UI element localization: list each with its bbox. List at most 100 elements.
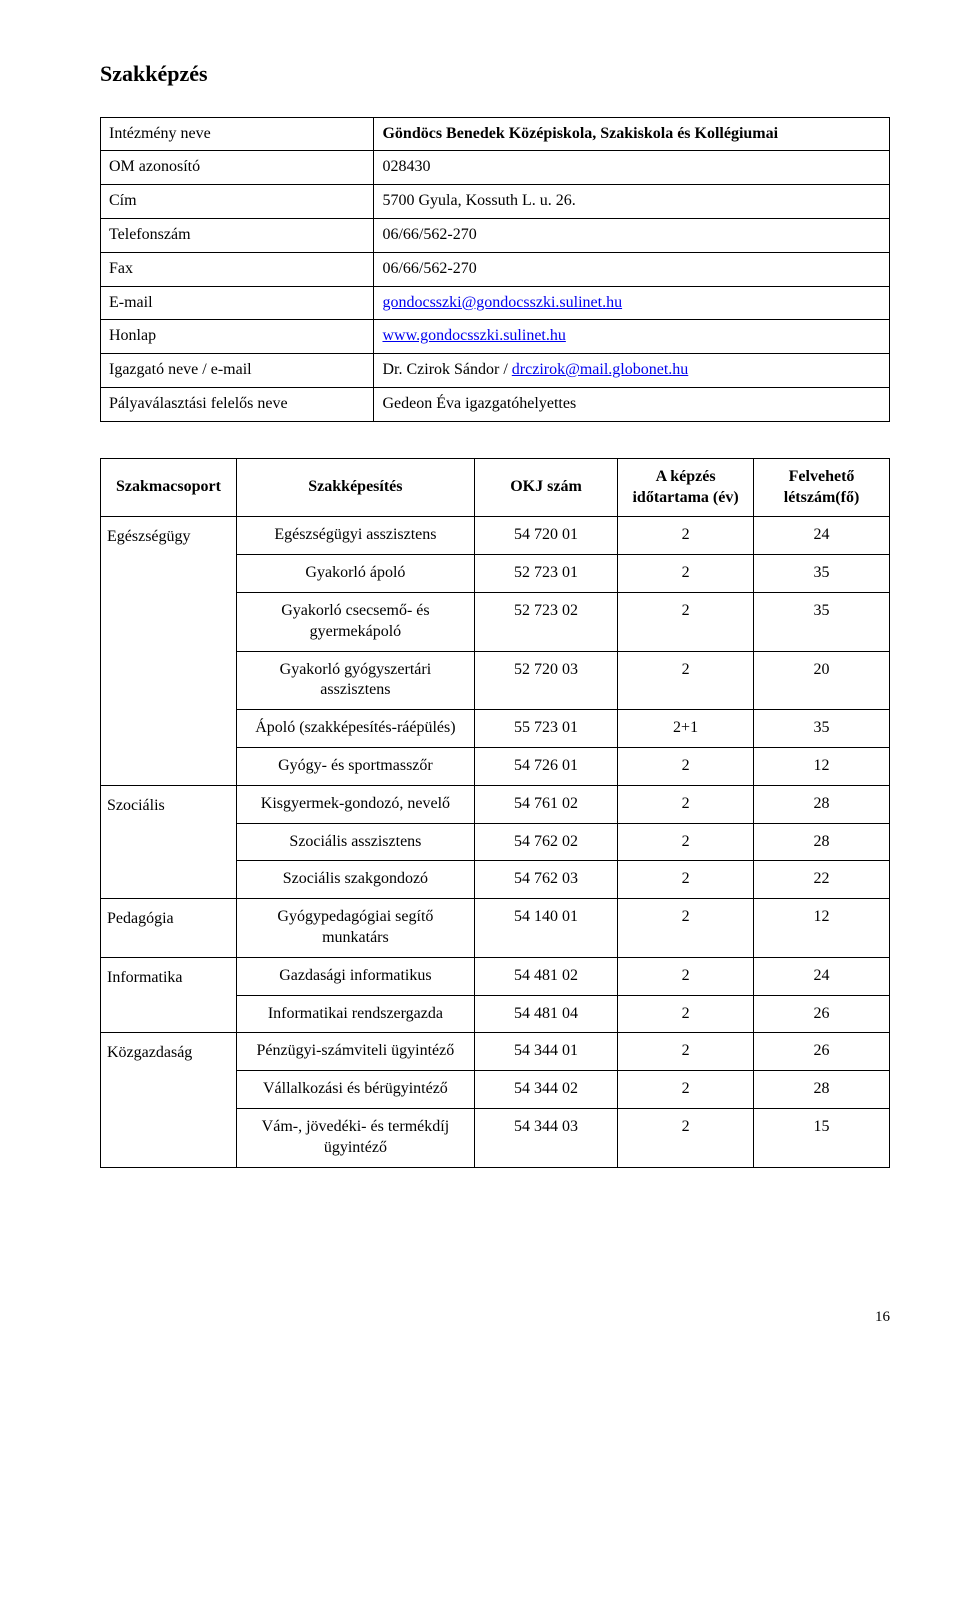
duration-cell: 2 xyxy=(618,1033,754,1071)
info-table: Intézmény neve Göndöcs Benedek Középiskol… xyxy=(100,117,890,422)
info-label: Intézmény neve xyxy=(101,117,374,151)
table-row: InformatikaGazdasági informatikus54 481 … xyxy=(101,957,890,995)
info-value-prefix: Dr. Czirok Sándor / xyxy=(382,361,511,378)
qualification-cell: Pénzügyi-számviteli ügyintéző xyxy=(236,1033,474,1071)
page-number: 16 xyxy=(100,1308,890,1328)
info-value: Gedeon Éva igazgatóhelyettes xyxy=(374,387,890,421)
okj-cell: 54 762 03 xyxy=(474,861,617,899)
okj-cell: 52 723 02 xyxy=(474,592,617,651)
okj-cell: 54 761 02 xyxy=(474,785,617,823)
qualification-cell: Vám-, jövedéki- és termékdíj ügyintéző xyxy=(236,1108,474,1167)
okj-cell: 54 344 01 xyxy=(474,1033,617,1071)
header-capacity: Felvehető létszám(fő) xyxy=(754,458,890,517)
qualification-table: Szakmacsoport Szakképesítés OKJ szám A k… xyxy=(100,458,890,1168)
okj-cell: 54 726 01 xyxy=(474,747,617,785)
qualification-cell: Gyógypedagógiai segítő munkatárs xyxy=(236,899,474,958)
info-value: 06/66/562-270 xyxy=(374,218,890,252)
duration-cell: 2 xyxy=(618,747,754,785)
table-row: KözgazdaságPénzügyi-számviteli ügyintéző… xyxy=(101,1033,890,1071)
duration-cell: 2 xyxy=(618,1108,754,1167)
info-link[interactable]: gondocsszki@gondocsszki.sulinet.hu xyxy=(382,294,622,311)
page-title: Szakképzés xyxy=(100,60,890,89)
okj-cell: 55 723 01 xyxy=(474,710,617,748)
duration-cell: 2 xyxy=(618,592,754,651)
capacity-cell: 12 xyxy=(754,899,890,958)
capacity-cell: 15 xyxy=(754,1108,890,1167)
capacity-cell: 24 xyxy=(754,517,890,555)
qualification-cell: Gyakorló ápoló xyxy=(236,555,474,593)
duration-cell: 2 xyxy=(618,823,754,861)
capacity-cell: 22 xyxy=(754,861,890,899)
capacity-cell: 26 xyxy=(754,995,890,1033)
info-link[interactable]: drczirok@mail.globonet.hu xyxy=(512,361,688,378)
info-row: Pályaválasztási felelős neveGedeon Éva i… xyxy=(101,387,890,421)
info-row: E-mail gondocsszki@gondocsszki.sulinet.hu xyxy=(101,286,890,320)
table-row: PedagógiaGyógypedagógiai segítő munkatár… xyxy=(101,899,890,958)
info-value: Göndöcs Benedek Középiskola, Szakiskola … xyxy=(374,117,890,151)
group-cell: Informatika xyxy=(101,957,237,1033)
capacity-cell: 24 xyxy=(754,957,890,995)
info-value-text: Göndöcs Benedek Középiskola, Szakiskola … xyxy=(382,125,778,142)
okj-cell: 52 723 01 xyxy=(474,555,617,593)
duration-cell: 2 xyxy=(618,995,754,1033)
info-label: Honlap xyxy=(101,320,374,354)
info-row: Intézmény neve Göndöcs Benedek Középiskol… xyxy=(101,117,890,151)
duration-cell: 2 xyxy=(618,899,754,958)
qualification-cell: Kisgyermek-gondozó, nevelő xyxy=(236,785,474,823)
duration-cell: 2 xyxy=(618,651,754,710)
info-value: gondocsszki@gondocsszki.sulinet.hu xyxy=(374,286,890,320)
duration-cell: 2 xyxy=(618,957,754,995)
info-label: E-mail xyxy=(101,286,374,320)
info-label: Igazgató neve / e-mail xyxy=(101,354,374,388)
qualification-cell: Egészségügyi asszisztens xyxy=(236,517,474,555)
duration-cell: 2 xyxy=(618,555,754,593)
header-group: Szakmacsoport xyxy=(101,458,237,517)
qualification-cell: Szociális szakgondozó xyxy=(236,861,474,899)
info-value: 5700 Gyula, Kossuth L. u. 26. xyxy=(374,185,890,219)
group-cell: Pedagógia xyxy=(101,899,237,958)
info-value: 06/66/562-270 xyxy=(374,252,890,286)
qualification-cell: Vállalkozási és bérügyintéző xyxy=(236,1071,474,1109)
table-row: SzociálisKisgyermek-gondozó, nevelő54 76… xyxy=(101,785,890,823)
okj-cell: 54 140 01 xyxy=(474,899,617,958)
qualification-cell: Gazdasági informatikus xyxy=(236,957,474,995)
table-row: EgészségügyEgészségügyi asszisztens54 72… xyxy=(101,517,890,555)
info-label: Cím xyxy=(101,185,374,219)
info-label: Pályaválasztási felelős neve xyxy=(101,387,374,421)
qualification-cell: Szociális asszisztens xyxy=(236,823,474,861)
okj-cell: 54 344 03 xyxy=(474,1108,617,1167)
info-label: Telefonszám xyxy=(101,218,374,252)
info-value: Dr. Czirok Sándor / drczirok@mail.globon… xyxy=(374,354,890,388)
group-cell: Egészségügy xyxy=(101,517,237,785)
duration-cell: 2+1 xyxy=(618,710,754,748)
group-cell: Közgazdaság xyxy=(101,1033,237,1167)
okj-cell: 54 481 04 xyxy=(474,995,617,1033)
info-row: Igazgató neve / e-mailDr. Czirok Sándor … xyxy=(101,354,890,388)
capacity-cell: 28 xyxy=(754,823,890,861)
group-cell: Szociális xyxy=(101,785,237,898)
qualification-cell: Gyógy- és sportmasszőr xyxy=(236,747,474,785)
capacity-cell: 35 xyxy=(754,555,890,593)
qualification-cell: Gyakorló gyógyszertári asszisztens xyxy=(236,651,474,710)
okj-cell: 54 344 02 xyxy=(474,1071,617,1109)
qualification-cell: Informatikai rendszergazda xyxy=(236,995,474,1033)
info-row: Fax06/66/562-270 xyxy=(101,252,890,286)
info-link[interactable]: www.gondocsszki.sulinet.hu xyxy=(382,327,565,344)
duration-cell: 2 xyxy=(618,517,754,555)
capacity-cell: 20 xyxy=(754,651,890,710)
duration-cell: 2 xyxy=(618,785,754,823)
info-row: Honlap www.gondocsszki.sulinet.hu xyxy=(101,320,890,354)
info-row: Cím5700 Gyula, Kossuth L. u. 26. xyxy=(101,185,890,219)
header-duration: A képzés időtartama (év) xyxy=(618,458,754,517)
duration-cell: 2 xyxy=(618,1071,754,1109)
info-row: OM azonosító028430 xyxy=(101,151,890,185)
header-okj: OKJ szám xyxy=(474,458,617,517)
info-row: Telefonszám06/66/562-270 xyxy=(101,218,890,252)
okj-cell: 54 762 02 xyxy=(474,823,617,861)
capacity-cell: 35 xyxy=(754,592,890,651)
capacity-cell: 28 xyxy=(754,785,890,823)
capacity-cell: 12 xyxy=(754,747,890,785)
qualification-cell: Gyakorló csecsemő- és gyermekápoló xyxy=(236,592,474,651)
info-label: Fax xyxy=(101,252,374,286)
okj-cell: 54 481 02 xyxy=(474,957,617,995)
